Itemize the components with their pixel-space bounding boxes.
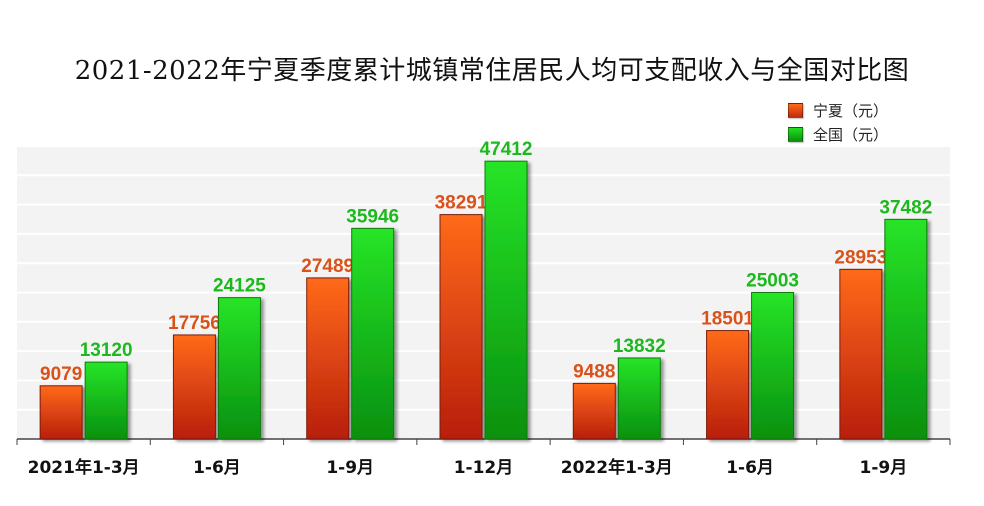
data-label-ningxia: 27489 <box>301 256 354 277</box>
bar-national <box>351 227 395 440</box>
bar-ningxia <box>839 268 883 440</box>
bar-ningxia <box>706 330 750 440</box>
data-label-national: 35946 <box>346 206 399 227</box>
legend-swatch-ningxia <box>788 102 803 118</box>
x-tick-label: 1-9月 <box>859 458 907 478</box>
data-label-ningxia: 9079 <box>40 364 82 385</box>
data-label-ningxia: 17756 <box>168 313 221 334</box>
legend-swatch-national <box>788 126 803 142</box>
data-label-national: 25003 <box>746 270 799 291</box>
bar-national <box>617 357 661 440</box>
data-label-national: 13120 <box>80 340 133 361</box>
bar-national <box>217 297 261 440</box>
data-label-national: 24125 <box>213 276 266 297</box>
legend-label-ningxia: 宁夏（元） <box>813 101 889 120</box>
bar-ningxia <box>572 382 616 440</box>
bar-national <box>884 218 928 440</box>
x-tick-label: 2022年1-3月 <box>561 457 673 478</box>
legend: 宁夏（元） 全国（元） <box>788 98 888 146</box>
x-tick-label: 2021年1-3月 <box>28 457 140 478</box>
data-label-ningxia: 18501 <box>701 309 754 330</box>
data-label-ningxia: 9488 <box>573 361 615 382</box>
legend-item-national: 全国（元） <box>788 122 888 146</box>
x-tick-label: 1-12月 <box>454 458 514 478</box>
chart-title: 2021-2022年宁夏季度累计城镇常住居民人均可支配收入与全国对比图 <box>74 56 910 86</box>
bar-national <box>751 291 795 440</box>
legend-item-ningxia: 宁夏（元） <box>788 98 888 122</box>
data-label-ningxia: 28953 <box>834 247 887 268</box>
data-label-national: 47412 <box>480 139 533 160</box>
x-tick-label: 1-6月 <box>193 458 241 478</box>
bar-ningxia <box>306 277 350 440</box>
bar-ningxia <box>39 385 83 440</box>
legend-label-national: 全国（元） <box>813 125 889 144</box>
x-tick-label: 1-6月 <box>726 458 774 478</box>
data-label-ningxia: 38291 <box>435 193 488 214</box>
x-tick-label: 1-9月 <box>326 458 374 478</box>
bar-ningxia <box>172 334 216 440</box>
bar-national <box>484 160 528 440</box>
bar-national <box>84 361 128 440</box>
data-label-national: 37482 <box>879 197 932 218</box>
data-label-national: 13832 <box>613 336 666 357</box>
bar-ningxia <box>439 214 483 440</box>
